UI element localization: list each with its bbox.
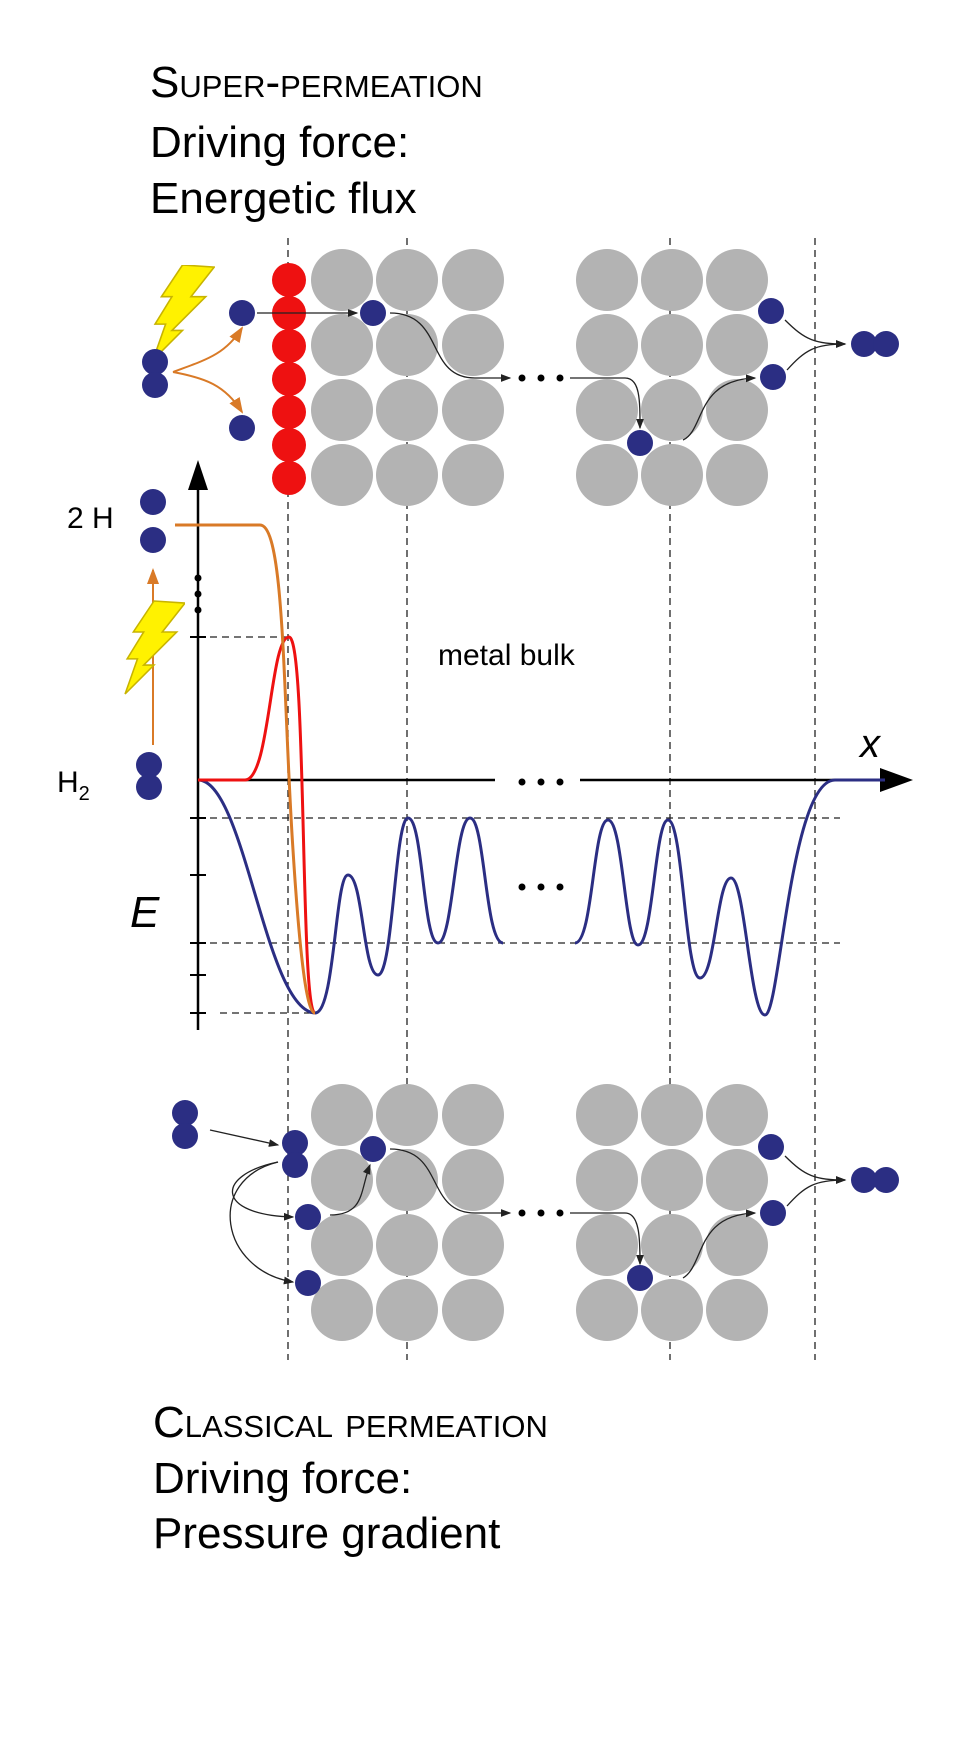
- metal-atom: [706, 1279, 768, 1341]
- metal-atom: [376, 1214, 438, 1276]
- surface-atom: [272, 362, 306, 396]
- bottom-line1: Driving force:: [153, 1454, 412, 1503]
- metal-atom: [311, 314, 373, 376]
- metal-atom: [576, 249, 638, 311]
- metal-atom: [706, 379, 768, 441]
- lattice: [272, 249, 768, 1341]
- bulk-label: metal bulk: [438, 639, 576, 672]
- x-axis-label: x: [858, 722, 882, 766]
- top-atoms: [142, 265, 899, 456]
- metal-atom: [311, 249, 373, 311]
- metal-atom: [641, 1149, 703, 1211]
- metal-atom: [311, 1149, 373, 1211]
- metal-atom: [376, 1149, 438, 1211]
- metal-atom: [641, 249, 703, 311]
- metal-atom: [576, 379, 638, 441]
- metal-atom: [442, 314, 504, 376]
- energy-graph: 2 H H2 metal bulk x E: [57, 460, 913, 1030]
- label-h2-base: H: [57, 766, 79, 799]
- bottom-title: Classical permeation: [153, 1398, 548, 1447]
- metal-atom: [641, 379, 703, 441]
- metal-atom: [641, 444, 703, 506]
- metal-atom: [442, 1214, 504, 1276]
- metal-atom: [641, 314, 703, 376]
- metal-atom: [706, 249, 768, 311]
- metal-atom: [442, 1279, 504, 1341]
- metal-atom: [576, 314, 638, 376]
- metal-atom: [576, 1214, 638, 1276]
- surface-atom: [272, 263, 306, 297]
- label-h2-sub: 2: [79, 783, 90, 805]
- metal-atom: [706, 1084, 768, 1146]
- bottom-line2: Pressure gradient: [153, 1509, 500, 1558]
- label-h2: H2: [57, 766, 90, 805]
- metal-atom: [311, 379, 373, 441]
- metal-atom: [376, 444, 438, 506]
- metal-atom: [706, 1214, 768, 1276]
- metal-atom: [442, 249, 504, 311]
- metal-atom: [641, 1279, 703, 1341]
- metal-atom: [576, 1084, 638, 1146]
- surface-atom: [272, 428, 306, 462]
- metal-atom: [706, 314, 768, 376]
- metal-atom: [311, 1279, 373, 1341]
- metal-atom: [376, 249, 438, 311]
- metal-atom: [376, 379, 438, 441]
- top-line2: Energetic flux: [150, 174, 417, 223]
- metal-atom: [311, 1084, 373, 1146]
- bottom-heading: Classical permeation Driving force: Pres…: [153, 1398, 548, 1558]
- metal-atom: [311, 444, 373, 506]
- label-2h: 2 H: [67, 502, 114, 535]
- bottom-atoms: [172, 1100, 899, 1296]
- surface-atom: [272, 329, 306, 363]
- metal-atom: [576, 1279, 638, 1341]
- metal-atom: [576, 1149, 638, 1211]
- metal-atom: [442, 1149, 504, 1211]
- diagram: Super-permeation Driving force: Energeti…: [0, 0, 970, 1745]
- metal-atom: [311, 1214, 373, 1276]
- metal-atom: [576, 444, 638, 506]
- y-axis-label: E: [130, 888, 160, 937]
- metal-atom: [442, 444, 504, 506]
- metal-atom: [376, 1279, 438, 1341]
- top-heading: Super-permeation Driving force: Energeti…: [150, 58, 483, 223]
- metal-atom: [706, 444, 768, 506]
- metal-atom: [376, 314, 438, 376]
- top-title: Super-permeation: [150, 58, 483, 107]
- surface-atom: [272, 395, 306, 429]
- surface-atom: [272, 461, 306, 495]
- metal-atom: [376, 1084, 438, 1146]
- metal-atom: [442, 1084, 504, 1146]
- metal-atom: [641, 1084, 703, 1146]
- top-line1: Driving force:: [150, 118, 409, 167]
- metal-atom: [706, 1149, 768, 1211]
- metal-atom: [442, 379, 504, 441]
